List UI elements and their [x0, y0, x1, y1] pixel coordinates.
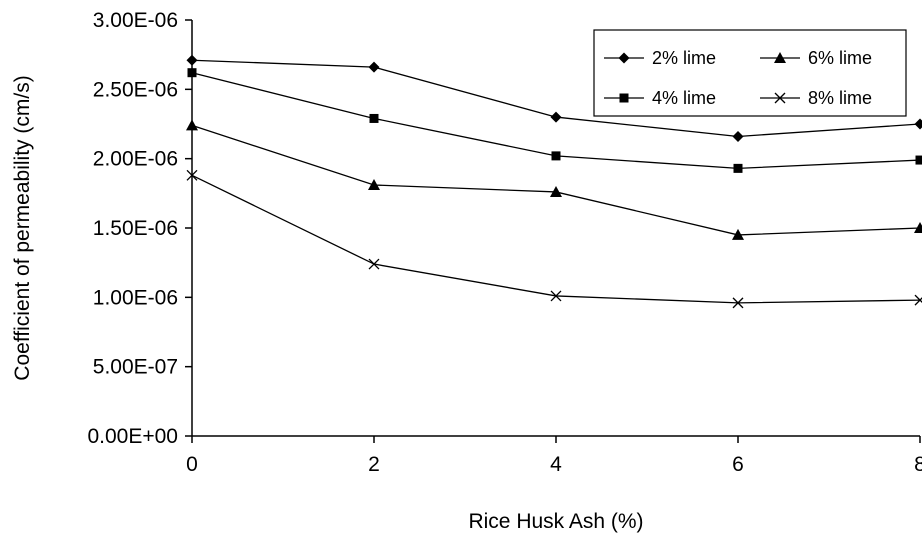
- data-point: [733, 131, 744, 142]
- y-tick-label: 5.00E-07: [93, 356, 178, 379]
- x-axis-title: Rice Husk Ash (%): [468, 510, 643, 533]
- y-tick-label: 0.00E+00: [87, 425, 178, 448]
- y-tick-label: 2.00E-06: [93, 148, 178, 171]
- x-tick-label: 6: [732, 453, 744, 476]
- y-tick-label: 1.00E-06: [93, 286, 178, 309]
- data-point: [552, 151, 561, 160]
- legend-label: 2% lime: [652, 48, 716, 68]
- series-line: [192, 125, 920, 235]
- y-tick-label: 3.00E-06: [93, 9, 178, 32]
- series-3: [186, 119, 922, 240]
- data-point: [734, 164, 743, 173]
- x-tick-label: 8: [914, 453, 922, 476]
- y-tick-label: 1.50E-06: [93, 217, 178, 240]
- legend-label: 8% lime: [808, 88, 872, 108]
- y-axis-title: Coefficient of permeability (cm/s): [11, 75, 34, 380]
- data-point: [551, 112, 562, 123]
- legend-label: 6% lime: [808, 48, 872, 68]
- data-point: [188, 68, 197, 77]
- legend-marker: [620, 94, 629, 103]
- legend-label: 4% lime: [652, 88, 716, 108]
- x-tick-label: 2: [368, 453, 380, 476]
- data-point: [187, 55, 198, 66]
- x-tick-label: 4: [550, 453, 562, 476]
- data-point: [914, 222, 922, 233]
- data-point: [916, 156, 922, 165]
- x-tick-label: 0: [186, 453, 198, 476]
- data-point: [915, 119, 922, 130]
- data-point: [369, 62, 380, 73]
- data-point: [186, 119, 198, 130]
- data-point: [370, 114, 379, 123]
- data-point: [368, 179, 380, 190]
- legend: 2% lime 4% lime 6% lime 8% lime: [594, 30, 906, 116]
- y-tick-label: 2.50E-06: [93, 78, 178, 101]
